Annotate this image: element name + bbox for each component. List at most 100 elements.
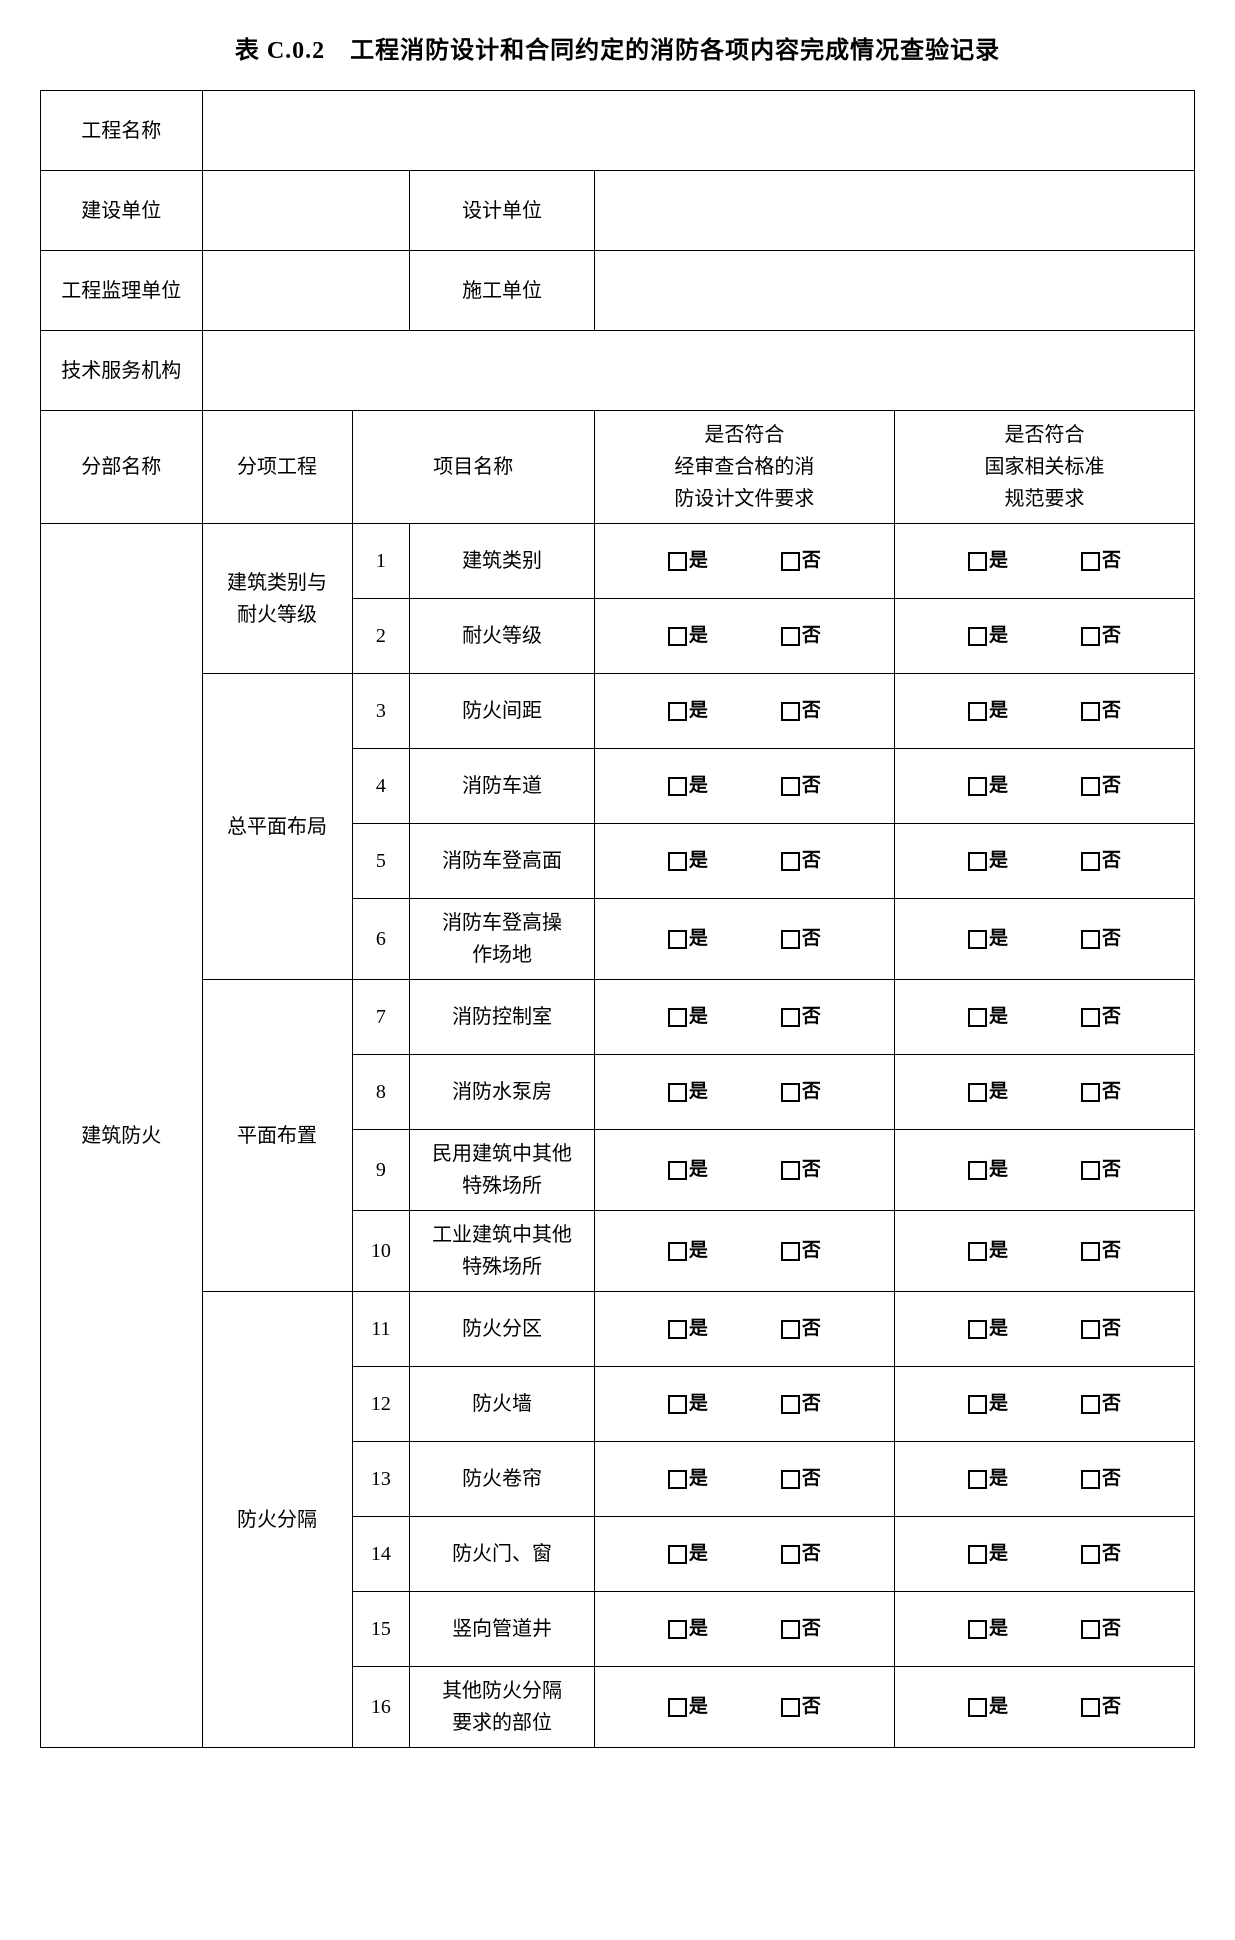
checkbox-yes[interactable]: 是 [968, 1693, 1008, 1722]
compliance2-cell: 是否 [894, 749, 1194, 824]
checkbox-yes[interactable]: 是 [968, 1003, 1008, 1032]
compliance2-cell: 是否 [894, 1667, 1194, 1748]
compliance2-cell: 是否 [894, 899, 1194, 980]
checkbox-yes[interactable]: 是 [668, 1615, 708, 1644]
checkbox-yes[interactable]: 是 [968, 1465, 1008, 1494]
inspection-table: 工程名称 建设单位 设计单位 工程监理单位 施工单位 技术服务机构 分部名称 分… [40, 90, 1195, 1748]
checkbox-no[interactable]: 否 [1081, 1237, 1121, 1266]
label-supervision-unit: 工程监理单位 [41, 251, 203, 331]
compliance2-cell: 是否 [894, 1442, 1194, 1517]
checkbox-no[interactable]: 否 [1081, 772, 1121, 801]
col-item-name: 项目名称 [352, 411, 594, 524]
compliance1-cell: 是否 [594, 524, 894, 599]
checkbox-no[interactable]: 否 [781, 1156, 821, 1185]
checkbox-yes[interactable]: 是 [668, 1693, 708, 1722]
row-no: 16 [352, 1667, 410, 1748]
checkbox-yes[interactable]: 是 [668, 547, 708, 576]
compliance1-cell: 是否 [594, 1442, 894, 1517]
checkbox-yes[interactable]: 是 [668, 1156, 708, 1185]
checkbox-yes[interactable]: 是 [968, 925, 1008, 954]
checkbox-no[interactable]: 否 [781, 622, 821, 651]
checkbox-yes[interactable]: 是 [968, 772, 1008, 801]
checkbox-yes[interactable]: 是 [668, 1390, 708, 1419]
col-compliance-2: 是否符合 国家相关标准 规范要求 [894, 411, 1194, 524]
checkbox-yes[interactable]: 是 [968, 1540, 1008, 1569]
row-no: 11 [352, 1292, 410, 1367]
row-item: 防火间距 [410, 674, 595, 749]
checkbox-no[interactable]: 否 [781, 1693, 821, 1722]
checkbox-yes[interactable]: 是 [968, 1078, 1008, 1107]
checkbox-yes[interactable]: 是 [668, 847, 708, 876]
checkbox-no[interactable]: 否 [781, 1003, 821, 1032]
checkbox-no[interactable]: 否 [781, 1078, 821, 1107]
row-no: 8 [352, 1055, 410, 1130]
row-item: 消防车登高面 [410, 824, 595, 899]
checkbox-no[interactable]: 否 [781, 1237, 821, 1266]
col-section-name: 分部名称 [41, 411, 203, 524]
value-supervision-unit [202, 251, 410, 331]
checkbox-no[interactable]: 否 [1081, 1693, 1121, 1722]
checkbox-yes[interactable]: 是 [668, 772, 708, 801]
checkbox-yes[interactable]: 是 [668, 622, 708, 651]
checkbox-no[interactable]: 否 [1081, 547, 1121, 576]
row-no: 10 [352, 1211, 410, 1292]
checkbox-yes[interactable]: 是 [668, 1315, 708, 1344]
checkbox-yes[interactable]: 是 [968, 1156, 1008, 1185]
label-construction-unit: 建设单位 [41, 171, 203, 251]
row-no: 9 [352, 1130, 410, 1211]
checkbox-no[interactable]: 否 [781, 1615, 821, 1644]
checkbox-yes[interactable]: 是 [968, 847, 1008, 876]
row-no: 4 [352, 749, 410, 824]
group-plan-layout: 平面布置 [202, 980, 352, 1292]
checkbox-yes[interactable]: 是 [668, 1003, 708, 1032]
compliance1-cell: 是否 [594, 824, 894, 899]
checkbox-yes[interactable]: 是 [968, 1615, 1008, 1644]
checkbox-yes[interactable]: 是 [968, 697, 1008, 726]
checkbox-yes[interactable]: 是 [968, 1315, 1008, 1344]
checkbox-no[interactable]: 否 [1081, 1615, 1121, 1644]
checkbox-yes[interactable]: 是 [968, 622, 1008, 651]
checkbox-no[interactable]: 否 [1081, 1465, 1121, 1494]
checkbox-yes[interactable]: 是 [968, 547, 1008, 576]
checkbox-no[interactable]: 否 [781, 925, 821, 954]
compliance2-cell: 是否 [894, 1592, 1194, 1667]
checkbox-yes[interactable]: 是 [668, 697, 708, 726]
checkbox-no[interactable]: 否 [781, 697, 821, 726]
checkbox-no[interactable]: 否 [781, 1465, 821, 1494]
checkbox-yes[interactable]: 是 [668, 1078, 708, 1107]
checkbox-no[interactable]: 否 [1081, 1003, 1121, 1032]
checkbox-no[interactable]: 否 [1081, 847, 1121, 876]
checkbox-no[interactable]: 否 [781, 1540, 821, 1569]
compliance2-cell: 是否 [894, 674, 1194, 749]
text-line: 特殊场所 [462, 1256, 542, 1278]
group-building-class: 建筑类别与 耐火等级 [202, 524, 352, 674]
text-line: 要求的部位 [452, 1712, 552, 1734]
col-subitem: 分项工程 [202, 411, 352, 524]
checkbox-no[interactable]: 否 [781, 1315, 821, 1344]
checkbox-no[interactable]: 否 [1081, 622, 1121, 651]
compliance1-cell: 是否 [594, 1211, 894, 1292]
checkbox-no[interactable]: 否 [1081, 925, 1121, 954]
row-item: 竖向管道井 [410, 1592, 595, 1667]
checkbox-no[interactable]: 否 [1081, 1078, 1121, 1107]
checkbox-yes[interactable]: 是 [968, 1390, 1008, 1419]
row-item: 消防车登高操 作场地 [410, 899, 595, 980]
checkbox-no[interactable]: 否 [781, 1390, 821, 1419]
compliance2-cell: 是否 [894, 524, 1194, 599]
text-line: 作场地 [472, 944, 532, 966]
col-compliance-1: 是否符合 经审查合格的消 防设计文件要求 [594, 411, 894, 524]
checkbox-no[interactable]: 否 [781, 847, 821, 876]
checkbox-yes[interactable]: 是 [668, 1237, 708, 1266]
checkbox-yes[interactable]: 是 [668, 1540, 708, 1569]
checkbox-no[interactable]: 否 [781, 772, 821, 801]
checkbox-no[interactable]: 否 [781, 547, 821, 576]
checkbox-no[interactable]: 否 [1081, 697, 1121, 726]
checkbox-no[interactable]: 否 [1081, 1315, 1121, 1344]
checkbox-yes[interactable]: 是 [668, 1465, 708, 1494]
checkbox-no[interactable]: 否 [1081, 1540, 1121, 1569]
checkbox-no[interactable]: 否 [1081, 1156, 1121, 1185]
text-line: 特殊场所 [462, 1175, 542, 1197]
checkbox-no[interactable]: 否 [1081, 1390, 1121, 1419]
checkbox-yes[interactable]: 是 [668, 925, 708, 954]
checkbox-yes[interactable]: 是 [968, 1237, 1008, 1266]
